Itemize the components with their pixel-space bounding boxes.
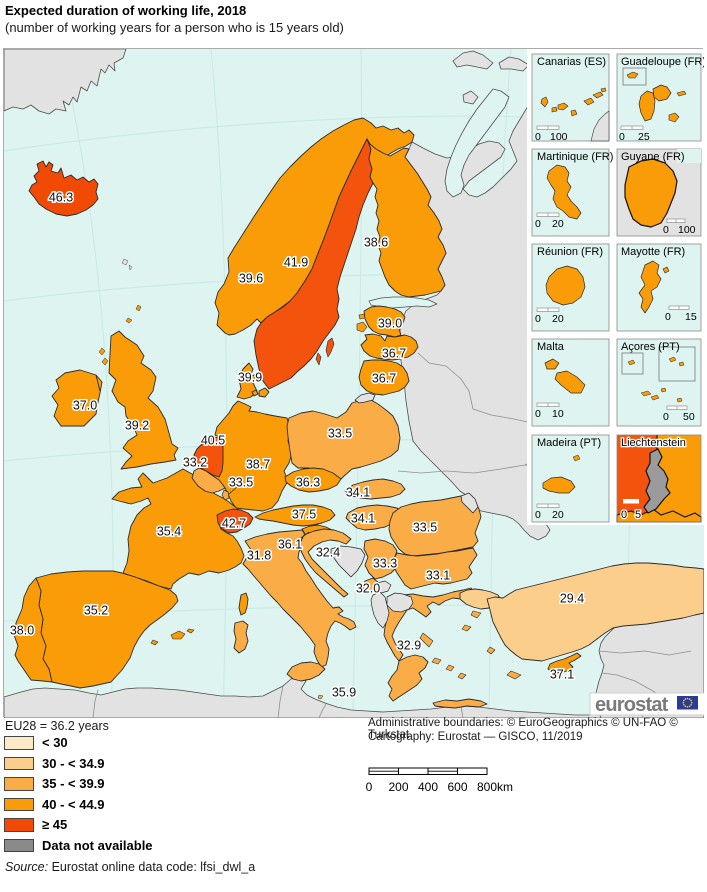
svg-text:41.9: 41.9	[284, 256, 308, 270]
svg-text:20: 20	[552, 509, 564, 521]
svg-text:29.4: 29.4	[560, 592, 584, 606]
svg-text:35.2: 35.2	[84, 604, 108, 618]
svg-text:0: 0	[535, 131, 541, 143]
svg-text:15: 15	[685, 311, 697, 323]
svg-text:36.1: 36.1	[278, 538, 302, 552]
svg-text:39.2: 39.2	[125, 419, 149, 433]
svg-text:Malta: Malta	[537, 341, 565, 353]
svg-text:34.1: 34.1	[346, 486, 370, 500]
svg-text:35.4: 35.4	[157, 525, 181, 539]
svg-text:200: 200	[388, 780, 408, 794]
svg-text:Açores (PT): Açores (PT)	[621, 341, 680, 353]
svg-text:50: 50	[683, 411, 695, 423]
svg-text:39.9: 39.9	[238, 371, 262, 385]
svg-text:0: 0	[621, 509, 627, 521]
svg-text:32.0: 32.0	[356, 582, 380, 596]
svg-text:34.1: 34.1	[351, 512, 375, 526]
svg-text:0: 0	[665, 311, 671, 323]
svg-text:38.6: 38.6	[364, 236, 388, 250]
svg-text:Madeira (PT): Madeira (PT)	[537, 437, 601, 449]
svg-text:33.3: 33.3	[373, 557, 397, 571]
svg-text:600: 600	[447, 780, 467, 794]
svg-text:46.3: 46.3	[49, 191, 73, 205]
svg-text:0: 0	[535, 313, 541, 325]
svg-text:Martinique (FR): Martinique (FR)	[537, 151, 613, 163]
svg-text:Guyane (FR): Guyane (FR)	[621, 151, 685, 163]
svg-text:0: 0	[535, 408, 541, 420]
svg-text:32.4: 32.4	[316, 546, 340, 560]
svg-text:37.1: 37.1	[550, 668, 574, 682]
svg-text:Canarias (ES): Canarias (ES)	[537, 56, 606, 68]
svg-text:10: 10	[552, 408, 564, 420]
svg-text:0: 0	[535, 218, 541, 230]
svg-text:33.5: 33.5	[413, 521, 437, 535]
svg-text:20: 20	[552, 218, 564, 230]
svg-text:36.7: 36.7	[382, 347, 406, 361]
svg-text:0: 0	[663, 224, 669, 236]
svg-text:Liechtenstein: Liechtenstein	[621, 437, 686, 449]
svg-text:800: 800	[477, 780, 497, 794]
svg-text:36.3: 36.3	[296, 476, 320, 490]
svg-text:100: 100	[550, 131, 568, 143]
svg-text:eurostat: eurostat	[595, 694, 669, 716]
svg-text:35.9: 35.9	[332, 686, 356, 700]
svg-text:40.5: 40.5	[201, 434, 225, 448]
svg-text:38.0: 38.0	[10, 624, 34, 638]
svg-text:33.2: 33.2	[183, 456, 207, 470]
svg-text:39.0: 39.0	[378, 317, 402, 331]
svg-text:Guadeloupe (FR): Guadeloupe (FR)	[621, 56, 704, 68]
svg-text:5: 5	[635, 509, 641, 521]
svg-text:37.0: 37.0	[73, 399, 97, 413]
svg-text:Réunion (FR): Réunion (FR)	[537, 246, 603, 258]
svg-text:33.5: 33.5	[229, 476, 253, 490]
svg-text:33.5: 33.5	[328, 427, 352, 441]
svg-text:36.7: 36.7	[372, 372, 396, 386]
svg-text:0: 0	[663, 411, 669, 423]
svg-text:31.8: 31.8	[247, 549, 271, 563]
svg-text:38.7: 38.7	[246, 458, 270, 472]
svg-text:25: 25	[638, 131, 650, 143]
svg-text:km: km	[497, 780, 513, 794]
svg-text:400: 400	[418, 780, 438, 794]
svg-text:0: 0	[535, 509, 541, 521]
svg-text:33.1: 33.1	[426, 569, 450, 583]
svg-text:32.9: 32.9	[397, 639, 421, 653]
svg-text:0: 0	[366, 780, 373, 794]
svg-text:42.7: 42.7	[222, 517, 246, 531]
svg-text:39.6: 39.6	[239, 272, 263, 286]
svg-text:100: 100	[678, 224, 696, 236]
svg-text:37.5: 37.5	[292, 508, 316, 522]
svg-text:20: 20	[552, 313, 564, 325]
svg-text:0: 0	[619, 131, 625, 143]
svg-text:Mayotte (FR): Mayotte (FR)	[621, 246, 685, 258]
